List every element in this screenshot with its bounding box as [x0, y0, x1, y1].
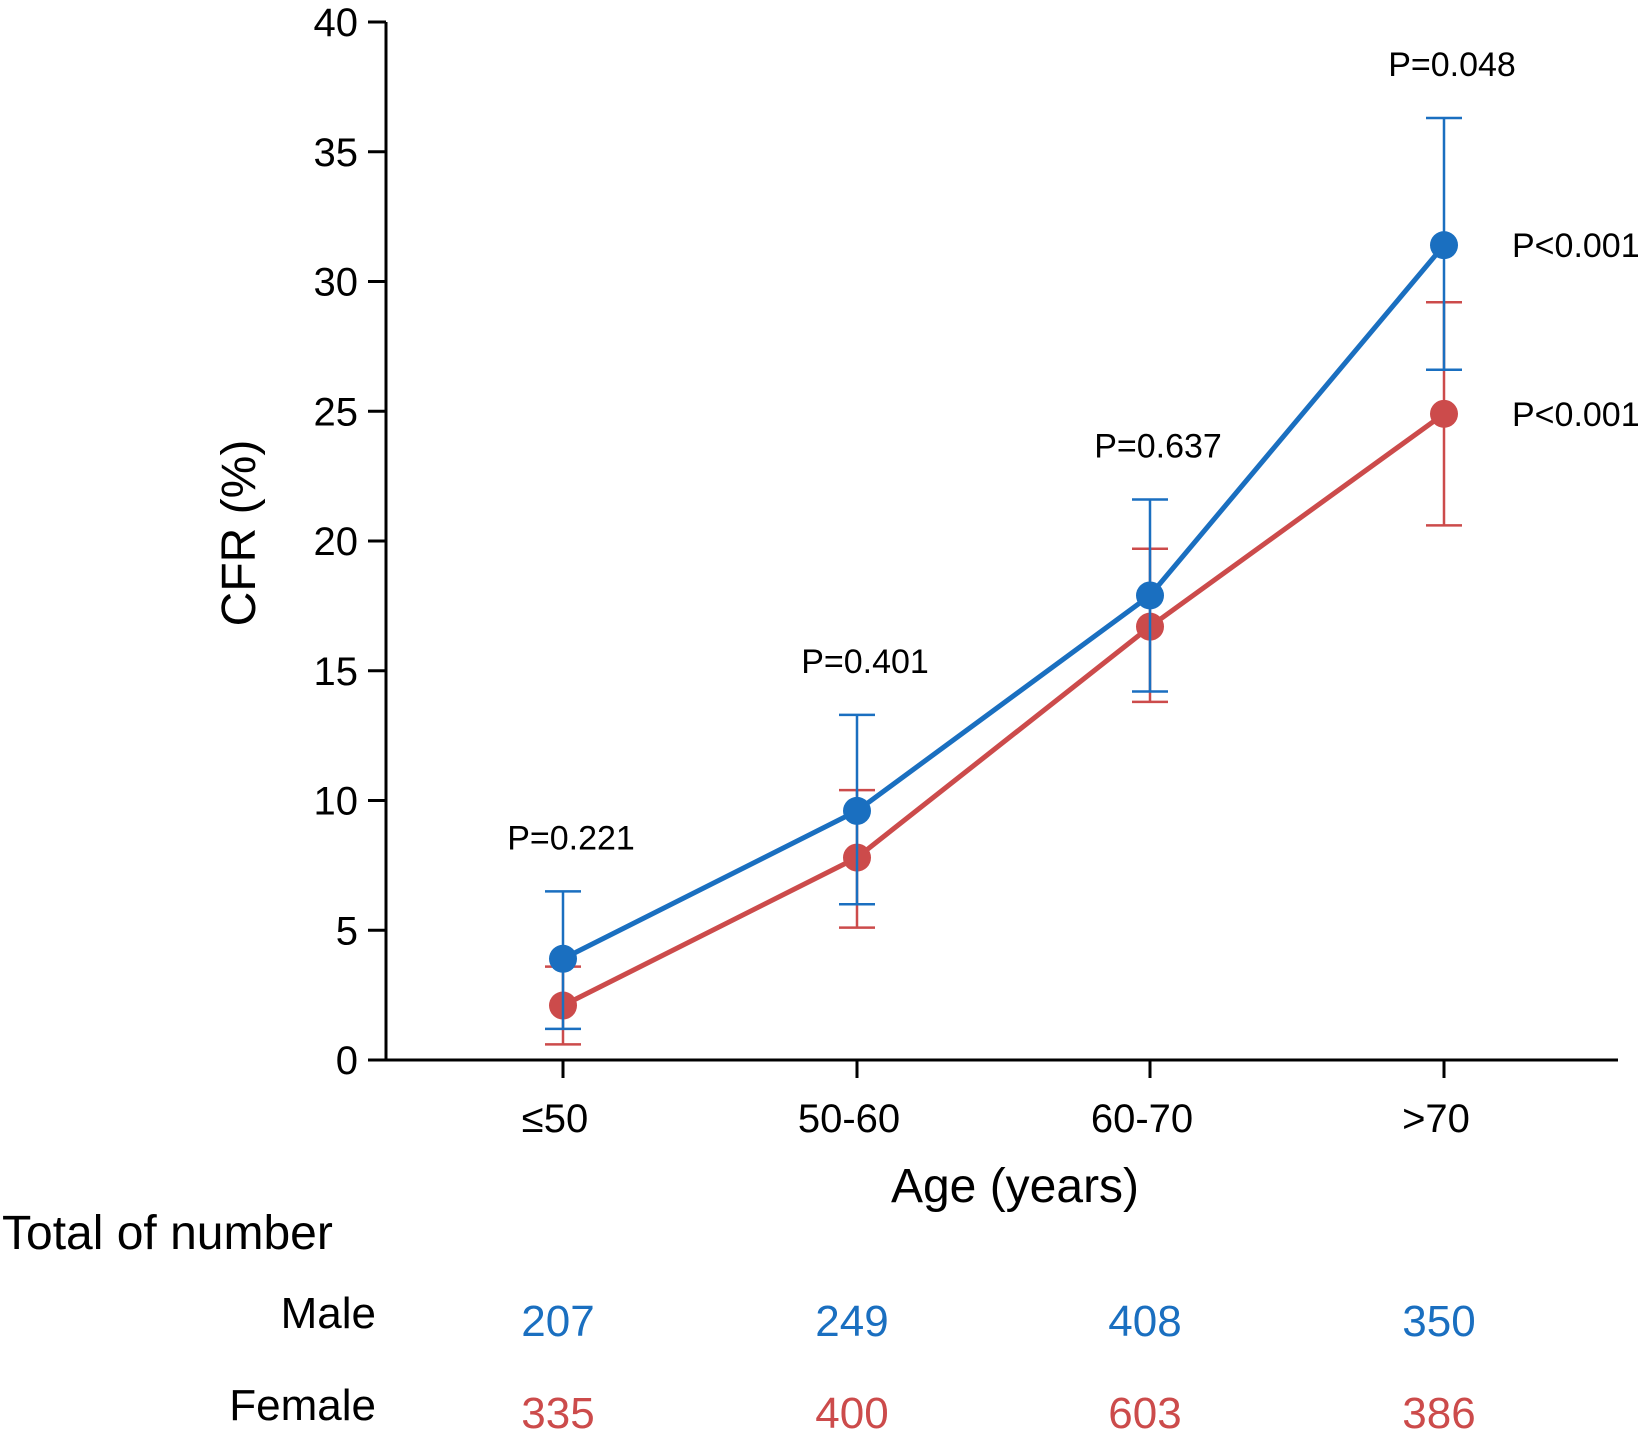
y-tick-label: 35	[314, 131, 359, 175]
axes: 0 5 10 15 20 25 30 35 40 ≤50 50-60 60-70 >70	[314, 1, 1618, 1141]
y-tick-label: 40	[314, 1, 359, 45]
y-tick-label: 20	[314, 520, 359, 564]
data-point-male	[549, 944, 577, 973]
x-axis-title: Age (years)	[891, 1160, 1139, 1213]
series-layer	[545, 116, 1462, 1046]
comparison-p-label: P=0.221	[507, 819, 635, 857]
x-tick-label: 50-60	[798, 1097, 900, 1141]
comparison-p-label: P=0.048	[1388, 46, 1516, 84]
comparison-p-label: P=0.401	[801, 643, 929, 681]
comparison-p-label: P=0.637	[1094, 427, 1222, 465]
y-axis-title: CFR (%)	[213, 440, 266, 627]
counts-table-title: Total of number	[2, 1207, 333, 1260]
y-tick-label: 10	[314, 780, 359, 824]
y-tick-label: 5	[336, 909, 358, 953]
counts-cell: 249	[815, 1297, 888, 1346]
counts-cell: 335	[521, 1389, 594, 1437]
y-tick-label: 0	[336, 1039, 358, 1083]
y-tick-label: 25	[314, 390, 359, 434]
data-point-male	[843, 796, 871, 825]
counts-row-label: Female	[229, 1381, 376, 1430]
x-tick-label: >70	[1402, 1097, 1470, 1141]
series-line-male	[561, 243, 1446, 962]
annotations: P=0.221 P=0.401 P=0.637 P=0.048 P<0.001 P<0.0…	[507, 46, 1639, 857]
counts-cell: 603	[1108, 1389, 1181, 1437]
x-tick-label: ≤50	[522, 1097, 588, 1141]
y-tick-label: 15	[314, 650, 359, 694]
counts-cell: 350	[1402, 1297, 1475, 1346]
data-point-male	[1136, 581, 1164, 610]
trend-p-label-female: P<0.001	[1512, 396, 1640, 434]
counts-table: Male 207 249 408 350 Female 335 400 603 386	[229, 1289, 1475, 1437]
series-line-female	[561, 411, 1446, 1008]
data-point-female	[1430, 399, 1458, 428]
counts-row-label: Male	[281, 1289, 376, 1338]
x-tick-label: 60-70	[1091, 1097, 1193, 1141]
y-tick-label: 30	[314, 261, 359, 305]
counts-cell: 400	[815, 1389, 888, 1437]
trend-p-label-male: P<0.001	[1512, 227, 1640, 265]
data-point-male	[1430, 231, 1458, 260]
counts-cell: 386	[1402, 1389, 1475, 1437]
counts-cell: 408	[1108, 1297, 1181, 1346]
counts-cell: 207	[521, 1297, 594, 1346]
